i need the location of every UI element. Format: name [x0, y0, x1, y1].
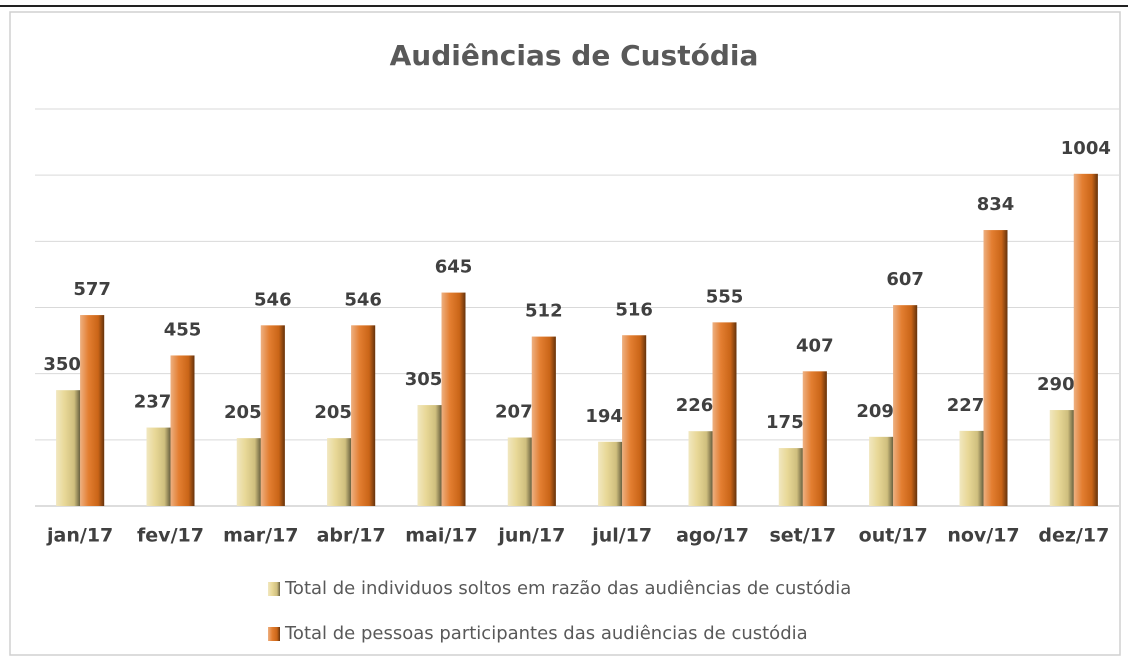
x-tick-label: jun/17 — [497, 525, 565, 547]
value-label: 305 — [405, 369, 443, 390]
value-label: 209 — [856, 401, 894, 422]
chart-title: Audiências de Custódia — [390, 39, 759, 72]
bar-shade — [80, 315, 105, 506]
bar-shade — [893, 305, 918, 506]
bar-shade — [56, 390, 81, 506]
value-label: 577 — [73, 279, 111, 300]
bar-shade — [1073, 173, 1098, 507]
value-label: 1004 — [1061, 138, 1111, 159]
bar-shade — [802, 371, 827, 506]
bar-shade — [622, 335, 647, 506]
bar-shade — [688, 431, 713, 506]
bar-shade — [959, 430, 984, 506]
bar-shade — [778, 448, 803, 506]
value-label: 546 — [344, 289, 382, 310]
value-label: 516 — [615, 299, 653, 320]
value-label: 350 — [43, 354, 81, 375]
bar-shade — [417, 405, 442, 506]
bar-shade — [1049, 410, 1074, 506]
x-tick-label: ago/17 — [676, 525, 749, 547]
bar-shade — [441, 292, 466, 506]
bar-shade — [531, 336, 556, 506]
value-label: 455 — [164, 319, 202, 340]
bar-shade — [598, 441, 623, 506]
x-tick-label: mai/17 — [405, 525, 478, 547]
value-label: 645 — [435, 257, 473, 278]
value-label: 512 — [525, 301, 563, 322]
value-label: 207 — [495, 402, 533, 423]
chart-frame — [9, 11, 1121, 656]
x-tick-label: dez/17 — [1038, 525, 1109, 547]
x-tick-label: abr/17 — [317, 525, 386, 547]
bar-shade — [146, 427, 171, 506]
value-label: 205 — [314, 402, 352, 423]
value-label: 834 — [977, 194, 1015, 215]
x-tick-label: set/17 — [769, 525, 836, 547]
value-label: 407 — [796, 335, 834, 356]
x-tick-label: nov/17 — [947, 525, 1019, 547]
bar-shade — [327, 438, 352, 506]
value-label: 555 — [706, 286, 744, 307]
x-tick-label: mar/17 — [223, 525, 298, 547]
value-label: 546 — [254, 289, 292, 310]
bar-shade — [712, 322, 737, 506]
bar-shade — [351, 325, 376, 506]
bar-shade — [260, 325, 285, 506]
value-label: 237 — [134, 392, 172, 413]
legend-swatch-shade — [268, 582, 280, 596]
legend-label: Total de individuos soltos em razão das … — [284, 578, 851, 599]
value-label: 194 — [585, 406, 623, 427]
bar-shade — [170, 355, 195, 506]
value-label: 226 — [676, 395, 714, 416]
bar-shade — [869, 436, 894, 506]
legend-swatch-shade — [268, 627, 280, 641]
bar-shade — [507, 437, 532, 506]
value-label: 607 — [886, 269, 924, 290]
x-tick-label: out/17 — [859, 525, 928, 547]
value-label: 205 — [224, 402, 262, 423]
value-label: 290 — [1037, 374, 1075, 395]
x-tick-label: fev/17 — [137, 525, 204, 547]
bar-shade — [983, 230, 1008, 506]
bar-shade — [236, 438, 261, 506]
legend-label: Total de pessoas participantes das audiê… — [284, 623, 808, 644]
x-tick-label: jul/17 — [591, 525, 652, 547]
x-tick-label: jan/17 — [46, 525, 113, 547]
value-label: 175 — [766, 412, 804, 433]
value-label: 227 — [947, 395, 985, 416]
